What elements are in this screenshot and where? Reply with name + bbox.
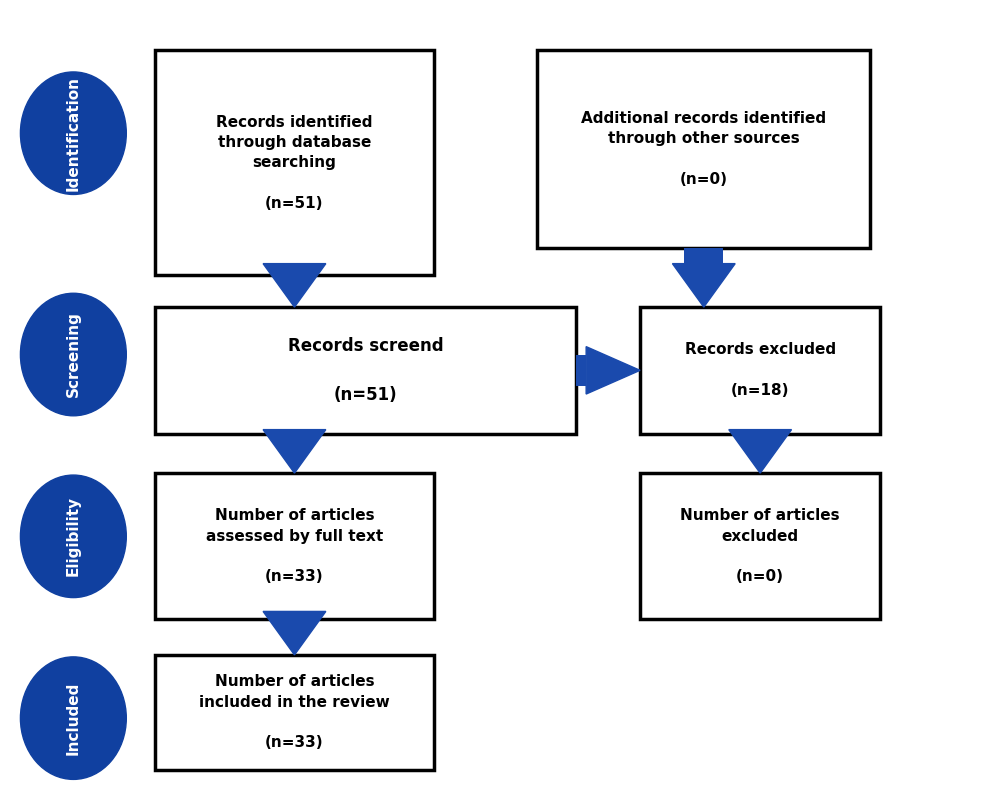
Ellipse shape (21, 72, 126, 194)
FancyBboxPatch shape (155, 50, 434, 275)
FancyBboxPatch shape (155, 307, 577, 434)
FancyBboxPatch shape (640, 307, 880, 434)
Text: Identification: Identification (66, 76, 81, 191)
Text: Records screend

(n=51): Records screend (n=51) (288, 337, 444, 404)
Text: Records excluded

(n=18): Records excluded (n=18) (684, 342, 836, 398)
Ellipse shape (21, 657, 126, 779)
Polygon shape (263, 263, 325, 307)
Bar (577, 354, 586, 386)
FancyBboxPatch shape (155, 473, 434, 619)
FancyBboxPatch shape (640, 473, 880, 619)
Text: Additional records identified
through other sources

(n=0): Additional records identified through ot… (581, 111, 826, 187)
Polygon shape (263, 611, 325, 655)
Text: Number of articles
included in the review

(n=33): Number of articles included in the revie… (199, 674, 389, 751)
Ellipse shape (21, 475, 126, 598)
Bar (684, 248, 724, 263)
Polygon shape (263, 430, 325, 473)
FancyBboxPatch shape (537, 50, 871, 248)
Polygon shape (729, 430, 792, 473)
Text: Eligibility: Eligibility (66, 496, 81, 576)
Text: Number of articles
assessed by full text

(n=33): Number of articles assessed by full text… (206, 508, 384, 584)
Text: Records identified
through database
searching

(n=51): Records identified through database sear… (216, 115, 373, 211)
Text: Included: Included (66, 681, 81, 755)
Polygon shape (586, 346, 640, 394)
Text: Screening: Screening (66, 311, 81, 397)
Text: Number of articles
excluded

(n=0): Number of articles excluded (n=0) (680, 508, 840, 584)
FancyBboxPatch shape (155, 655, 434, 770)
Polygon shape (672, 263, 736, 307)
Ellipse shape (21, 293, 126, 416)
